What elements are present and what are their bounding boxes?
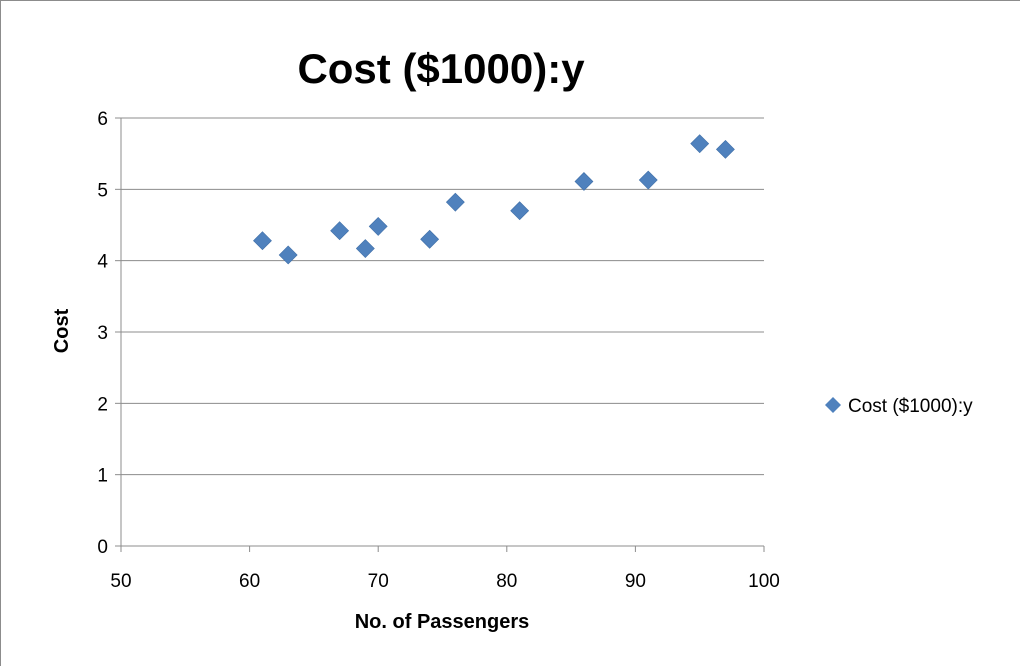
data-point-12 [715,139,735,159]
y-tick-labels: 0 1 2 3 4 5 6 [97,109,108,558]
y-tick-label: 5 [97,180,108,201]
y-axis-title: Cost [51,308,73,353]
y-tick-label: 0 [97,537,108,558]
y-tick-label: 3 [97,323,108,344]
x-tick-label: 70 [368,571,389,592]
legend: Cost ($1000):y [825,396,973,417]
chart-title: Cost ($1000):y [297,45,585,92]
legend-diamond-marker [825,397,841,413]
y-tick-label: 1 [97,466,108,487]
x-axis-title: No. of Passengers [355,611,530,633]
x-tick-label: 60 [239,571,260,592]
x-tick-label: 50 [110,571,131,592]
gridlines [121,117,764,476]
data-point-9 [574,172,594,191]
data-point-7 [445,192,465,212]
data-point-6 [420,229,440,249]
data-point-2 [278,245,298,265]
data-point-11 [690,134,710,154]
x-tick-label: 100 [748,571,780,592]
x-tick-label: 90 [625,571,646,592]
data-point-5 [368,217,388,236]
data-point-10 [638,170,658,190]
x-tick-labels: 50 60 70 80 90 100 [110,571,779,592]
y-tick-label: 2 [97,394,108,415]
data-point-4 [355,239,375,258]
legend-label: Cost ($1000):y [848,396,973,417]
data-point-8 [510,201,530,221]
data-point-1 [253,231,272,251]
y-tick-label: 6 [97,109,108,130]
axes [115,117,765,552]
data-point-3 [330,221,350,241]
x-tick-label: 80 [496,571,517,592]
data-points [253,134,735,265]
y-tick-label: 4 [97,252,108,273]
